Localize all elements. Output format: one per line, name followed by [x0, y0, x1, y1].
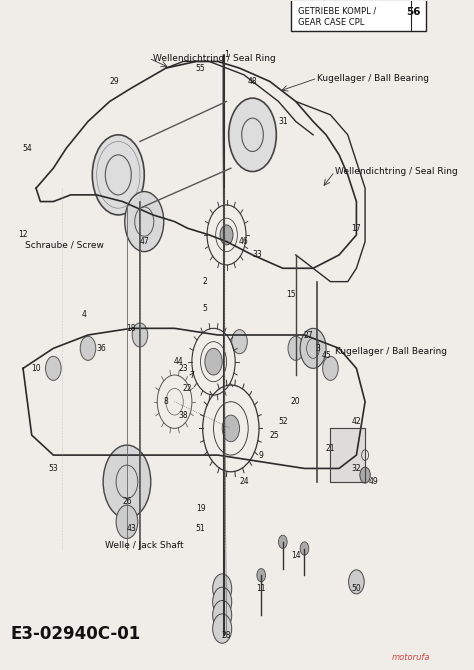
Text: 54: 54 — [22, 143, 32, 153]
Text: 15: 15 — [287, 291, 296, 299]
Text: 52: 52 — [278, 417, 288, 426]
Text: 8: 8 — [164, 397, 168, 406]
Text: motorufa: motorufa — [392, 653, 430, 662]
Text: 42: 42 — [352, 417, 361, 426]
Text: 50: 50 — [352, 584, 361, 593]
Circle shape — [132, 323, 148, 347]
Circle shape — [213, 614, 232, 643]
Text: 56: 56 — [406, 7, 420, 17]
Text: Kugellager / Ball Bearing: Kugellager / Ball Bearing — [318, 74, 429, 82]
Circle shape — [46, 356, 61, 381]
Text: Wellendichtring / Seal Ring: Wellendichtring / Seal Ring — [335, 167, 457, 176]
Text: 44: 44 — [174, 357, 184, 366]
Text: E3-02940C-01: E3-02940C-01 — [10, 625, 140, 643]
Circle shape — [257, 569, 265, 582]
Text: 24: 24 — [239, 477, 249, 486]
Text: Wellendichtring / Seal Ring: Wellendichtring / Seal Ring — [153, 54, 276, 62]
Circle shape — [232, 330, 247, 354]
Text: 17: 17 — [352, 224, 361, 232]
Text: 29: 29 — [109, 77, 119, 86]
Text: 32: 32 — [352, 464, 361, 473]
Text: 48: 48 — [248, 77, 257, 86]
Text: 36: 36 — [96, 344, 106, 353]
Text: 43: 43 — [127, 524, 136, 533]
Text: Kugellager / Ball Bearing: Kugellager / Ball Bearing — [335, 347, 447, 356]
Text: 12: 12 — [18, 230, 28, 239]
Text: Welle / Jack Shaft: Welle / Jack Shaft — [105, 541, 184, 549]
Text: 18: 18 — [127, 324, 136, 333]
Circle shape — [300, 328, 326, 369]
Text: 26: 26 — [122, 497, 132, 507]
Text: 33: 33 — [252, 251, 262, 259]
Text: 25: 25 — [269, 431, 279, 440]
Circle shape — [348, 570, 364, 594]
Circle shape — [228, 98, 276, 172]
Circle shape — [103, 445, 151, 519]
Circle shape — [220, 225, 233, 245]
Text: 10: 10 — [31, 364, 41, 373]
Circle shape — [80, 336, 96, 360]
Circle shape — [205, 348, 222, 375]
Circle shape — [360, 467, 370, 483]
Circle shape — [213, 587, 232, 616]
Text: 4: 4 — [81, 310, 86, 320]
Text: 45: 45 — [321, 350, 331, 360]
Text: 53: 53 — [48, 464, 58, 473]
Text: 14: 14 — [291, 551, 301, 559]
Text: 46: 46 — [239, 237, 249, 246]
Circle shape — [300, 542, 309, 555]
Text: 9: 9 — [259, 451, 264, 460]
Text: 19: 19 — [196, 504, 205, 513]
FancyBboxPatch shape — [292, 0, 426, 31]
Circle shape — [213, 574, 232, 603]
Text: 47: 47 — [139, 237, 149, 246]
Circle shape — [125, 192, 164, 252]
Circle shape — [116, 505, 138, 539]
Text: 51: 51 — [196, 524, 205, 533]
Text: 55: 55 — [196, 64, 205, 72]
Text: 27: 27 — [304, 330, 314, 340]
Circle shape — [323, 356, 338, 381]
Text: 7: 7 — [190, 371, 194, 379]
Circle shape — [288, 336, 303, 360]
Text: 3: 3 — [315, 344, 320, 353]
Circle shape — [279, 535, 287, 549]
Text: 20: 20 — [291, 397, 301, 406]
Text: 22: 22 — [183, 384, 192, 393]
Text: 21: 21 — [326, 444, 335, 453]
Text: GETRIEBE KOMPL /: GETRIEBE KOMPL / — [298, 6, 376, 15]
Text: 28: 28 — [222, 630, 231, 640]
Text: 31: 31 — [278, 117, 288, 126]
Circle shape — [213, 600, 232, 630]
Circle shape — [222, 415, 239, 442]
Text: Schraube / Screw: Schraube / Screw — [25, 241, 104, 249]
Text: GEAR CASE CPL: GEAR CASE CPL — [298, 18, 365, 27]
Text: 38: 38 — [178, 411, 188, 419]
Text: 1: 1 — [224, 50, 229, 59]
Text: 23: 23 — [178, 364, 188, 373]
Text: 49: 49 — [369, 477, 379, 486]
Text: 2: 2 — [202, 277, 207, 286]
Circle shape — [92, 135, 144, 215]
Text: 5: 5 — [202, 304, 207, 313]
Polygon shape — [330, 428, 365, 482]
Text: 11: 11 — [256, 584, 266, 593]
